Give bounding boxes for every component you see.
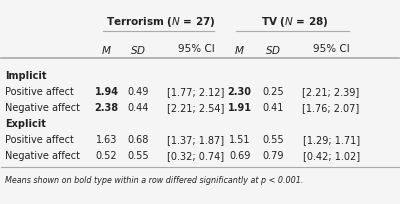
Text: 0.69: 0.69 — [229, 151, 250, 161]
Text: [0.32; 0.74]: [0.32; 0.74] — [168, 151, 224, 161]
Text: 0.49: 0.49 — [128, 87, 149, 97]
Text: 0.55: 0.55 — [263, 135, 284, 145]
Text: 1.94: 1.94 — [95, 87, 119, 97]
Text: Positive affect: Positive affect — [5, 135, 74, 145]
Text: $M$: $M$ — [234, 44, 245, 56]
Text: [2.21; 2.39]: [2.21; 2.39] — [302, 87, 360, 97]
Text: $SD$: $SD$ — [266, 44, 282, 56]
Text: $M$: $M$ — [101, 44, 112, 56]
Text: Means shown on bold type within a row differed significantly at p < 0.001.: Means shown on bold type within a row di… — [5, 176, 304, 185]
Text: 1.91: 1.91 — [228, 103, 252, 113]
Text: 1.63: 1.63 — [96, 135, 117, 145]
Text: 0.25: 0.25 — [263, 87, 284, 97]
Text: 0.41: 0.41 — [263, 103, 284, 113]
Text: 2.30: 2.30 — [228, 87, 252, 97]
Text: TV ($N$ = 28): TV ($N$ = 28) — [261, 16, 328, 29]
Text: [1.29; 1.71]: [1.29; 1.71] — [302, 135, 360, 145]
Text: Explicit: Explicit — [5, 119, 46, 129]
Text: Implicit: Implicit — [5, 71, 47, 81]
Text: 0.52: 0.52 — [96, 151, 118, 161]
Text: 0.68: 0.68 — [128, 135, 149, 145]
Text: Negative affect: Negative affect — [5, 103, 80, 113]
Text: $SD$: $SD$ — [130, 44, 146, 56]
Text: Negative affect: Negative affect — [5, 151, 80, 161]
Text: [1.37; 1.87]: [1.37; 1.87] — [168, 135, 224, 145]
Text: 1.51: 1.51 — [229, 135, 250, 145]
Text: [1.77; 2.12]: [1.77; 2.12] — [167, 87, 225, 97]
Text: [1.76; 2.07]: [1.76; 2.07] — [302, 103, 360, 113]
Text: 0.79: 0.79 — [263, 151, 284, 161]
Text: Terrorism (⁠$N$⁠ = 27): Terrorism (⁠$N$⁠ = 27) — [106, 16, 215, 29]
Text: 0.55: 0.55 — [128, 151, 149, 161]
Text: 0.44: 0.44 — [128, 103, 149, 113]
Text: [0.42; 1.02]: [0.42; 1.02] — [302, 151, 360, 161]
Text: [2.21; 2.54]: [2.21; 2.54] — [167, 103, 225, 113]
Text: 95% CI: 95% CI — [178, 44, 214, 54]
Text: Positive affect: Positive affect — [5, 87, 74, 97]
Text: 2.38: 2.38 — [94, 103, 119, 113]
Text: 95% CI: 95% CI — [313, 44, 350, 54]
